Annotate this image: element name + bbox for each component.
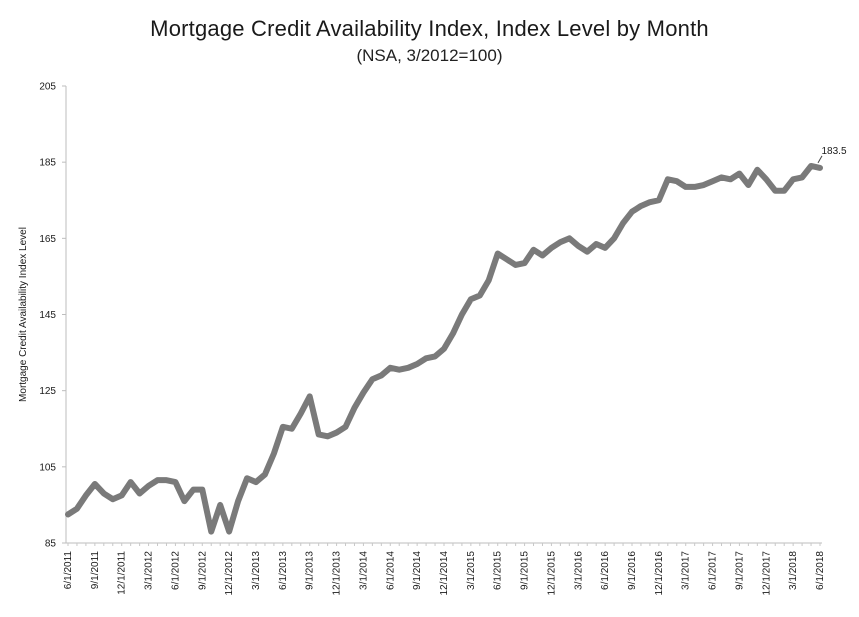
y-tick-label-185: 185 bbox=[39, 158, 56, 169]
y-tick-label-205: 205 bbox=[39, 82, 56, 93]
x-tick-label: 9/1/2011 bbox=[90, 551, 101, 590]
x-tick-label: 3/1/2018 bbox=[788, 551, 799, 590]
y-tick-label-105: 105 bbox=[39, 462, 56, 473]
x-tick-label: 12/1/2011 bbox=[117, 551, 128, 595]
x-tick-label: 3/1/2015 bbox=[466, 551, 477, 590]
x-tick-label: 9/1/2012 bbox=[197, 551, 208, 590]
x-tick-label: 6/1/2014 bbox=[385, 551, 396, 590]
x-tick-label: 9/1/2013 bbox=[305, 551, 316, 590]
x-tick-label: 3/1/2013 bbox=[251, 551, 262, 590]
x-tick-label: 6/1/2011 bbox=[63, 551, 74, 590]
x-tick-label: 6/1/2015 bbox=[493, 551, 504, 590]
y-tick-label-85: 85 bbox=[45, 539, 57, 550]
y-axis-title: Mortgage Credit Availability Index Level bbox=[18, 227, 29, 402]
x-tick-label: 12/1/2014 bbox=[439, 551, 450, 596]
chart-subtitle: (NSA, 3/2012=100) bbox=[356, 46, 503, 65]
x-tick-label: 9/1/2015 bbox=[520, 551, 531, 590]
x-tick-label: 12/1/2012 bbox=[224, 551, 235, 596]
annotation-label: 183.5 bbox=[821, 146, 846, 157]
x-tick-label: 6/1/2018 bbox=[815, 551, 826, 590]
x-tick-label: 12/1/2016 bbox=[654, 551, 665, 596]
y-tick-label-165: 165 bbox=[39, 234, 56, 245]
x-tick-label: 12/1/2017 bbox=[761, 551, 772, 596]
x-tick-label: 12/1/2015 bbox=[546, 551, 557, 596]
x-tick-label: 6/1/2016 bbox=[600, 551, 611, 590]
x-tick-label: 3/1/2012 bbox=[144, 551, 155, 590]
y-tick-label-125: 125 bbox=[39, 386, 56, 397]
x-tick-label: 3/1/2017 bbox=[681, 551, 692, 590]
x-tick-label: 9/1/2017 bbox=[734, 551, 745, 590]
x-tick-label: 6/1/2013 bbox=[278, 551, 289, 590]
chart-title: Mortgage Credit Availability Index, Inde… bbox=[150, 16, 709, 41]
y-tick-label-145: 145 bbox=[39, 310, 56, 321]
series-line bbox=[65, 162, 823, 535]
x-tick-label: 3/1/2014 bbox=[358, 551, 369, 590]
annotation-leader bbox=[817, 155, 823, 164]
x-tick-label: 12/1/2013 bbox=[332, 551, 343, 596]
x-tick-label: 6/1/2012 bbox=[170, 551, 181, 590]
x-tick-label: 9/1/2014 bbox=[412, 551, 423, 590]
x-tick-label: 9/1/2016 bbox=[627, 551, 638, 590]
x-tick-label: 3/1/2016 bbox=[573, 551, 584, 590]
x-tick-label: 6/1/2017 bbox=[708, 551, 719, 590]
